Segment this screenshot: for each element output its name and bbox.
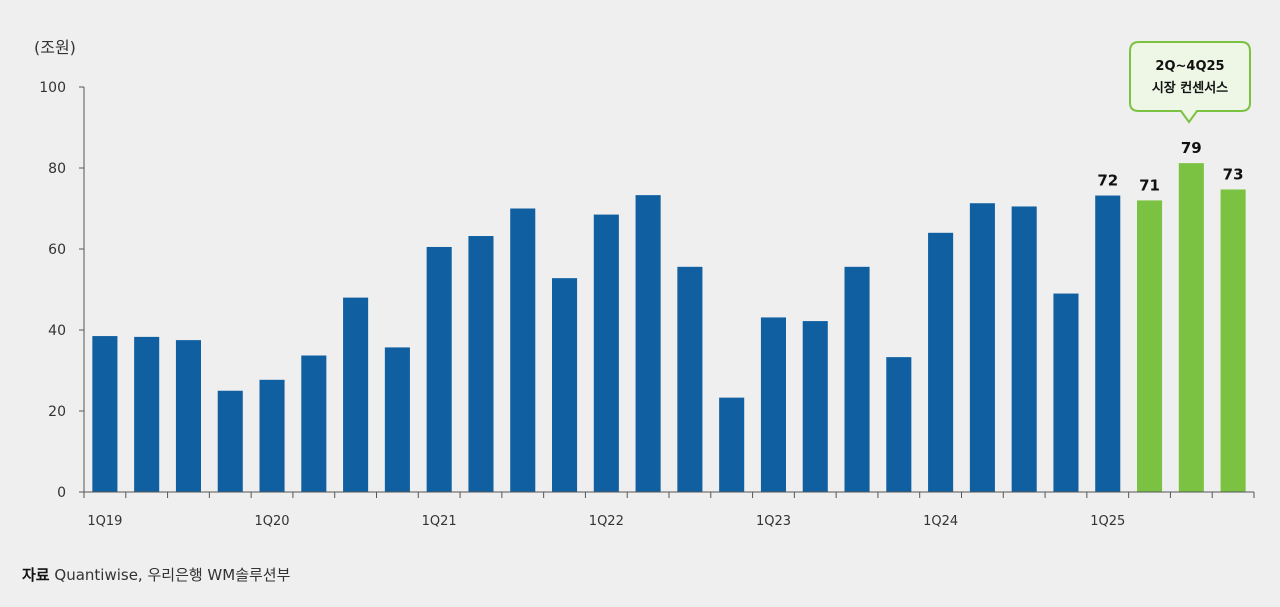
- value-label: 79: [1181, 139, 1202, 157]
- y-axis: 0 20 40 60 80 100: [39, 80, 85, 501]
- unit-label: (조원): [34, 38, 76, 57]
- value-label: 71: [1139, 176, 1160, 194]
- bar: [301, 355, 327, 492]
- x-tick-label: 1Q21: [422, 514, 457, 529]
- x-tick-label: 1Q23: [756, 514, 791, 529]
- bar: [928, 232, 954, 493]
- x-tick-label: 1Q20: [255, 514, 290, 529]
- bar: [552, 278, 578, 492]
- x-tick-label: 1Q19: [87, 514, 122, 529]
- bar: [1178, 163, 1204, 492]
- bar: [760, 317, 786, 492]
- x-tick-label: 1Q24: [923, 514, 958, 529]
- bar: [343, 297, 369, 492]
- y-tick-label: 20: [48, 404, 66, 420]
- source-text: Quantiwise, 우리은행 WM솔루션부: [54, 566, 291, 584]
- bar: [635, 195, 661, 492]
- value-labels: 72 71 79 73: [1097, 139, 1243, 194]
- value-label: 73: [1223, 165, 1244, 183]
- bar: [886, 357, 912, 492]
- bar: [1137, 200, 1163, 492]
- bar: [593, 214, 619, 492]
- y-tick-label: 40: [48, 323, 66, 339]
- bar: [384, 347, 410, 492]
- source-note: 자료 Quantiwise, 우리은행 WM솔루션부: [22, 564, 290, 585]
- x-tick-label: 1Q22: [589, 514, 624, 529]
- bar: [259, 379, 285, 492]
- bar: [802, 321, 828, 492]
- bar: [510, 208, 536, 492]
- bar: [217, 390, 243, 492]
- value-label: 72: [1097, 172, 1118, 190]
- bar: [1095, 195, 1121, 493]
- bar: [844, 266, 870, 492]
- x-axis: 1Q19 1Q20 1Q21 1Q22 1Q23 1Q24 1Q25: [83, 491, 1255, 529]
- y-tick-label: 0: [57, 485, 66, 501]
- bar: [92, 336, 118, 492]
- bar: [468, 236, 494, 492]
- callout-line-1: 2Q~4Q25: [1155, 59, 1224, 74]
- bar: [969, 203, 995, 493]
- bars: [92, 163, 1246, 493]
- callout-bubble: [1129, 41, 1251, 124]
- consensus-callout: 2Q~4Q25 시장 컨센서스: [1129, 41, 1251, 124]
- bar: [175, 340, 201, 492]
- bar: [1220, 189, 1246, 492]
- y-tick-label: 100: [39, 80, 66, 96]
- bar: [134, 336, 160, 492]
- bar: [1053, 293, 1079, 492]
- source-label: 자료: [22, 566, 50, 584]
- x-tick-label: 1Q25: [1090, 514, 1125, 529]
- bar: [677, 266, 703, 492]
- bar: [426, 246, 452, 492]
- bar: [1011, 206, 1037, 492]
- bar: [719, 397, 745, 492]
- y-tick-label: 60: [48, 242, 66, 258]
- y-tick-label: 80: [48, 161, 66, 177]
- callout-line-2: 시장 컨센서스: [1152, 80, 1228, 96]
